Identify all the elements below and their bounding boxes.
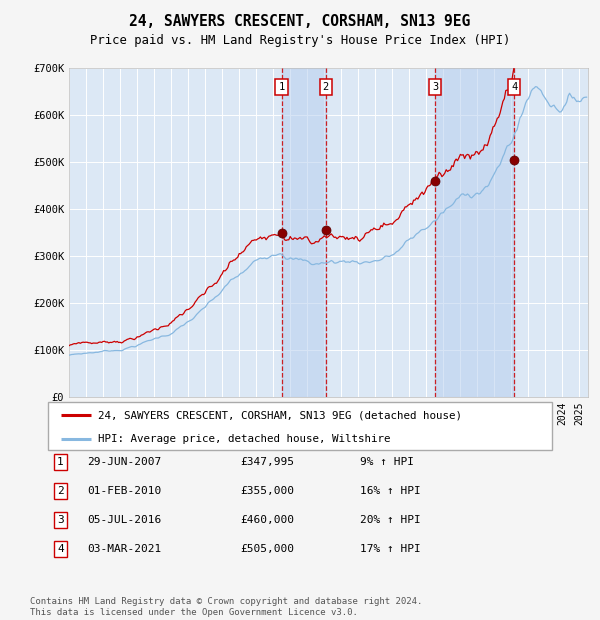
Text: £355,000: £355,000	[240, 486, 294, 496]
Text: 16% ↑ HPI: 16% ↑ HPI	[360, 486, 421, 496]
Text: 4: 4	[511, 82, 517, 92]
Text: 24, SAWYERS CRESCENT, CORSHAM, SN13 9EG (detached house): 24, SAWYERS CRESCENT, CORSHAM, SN13 9EG …	[98, 410, 463, 420]
Text: 03-MAR-2021: 03-MAR-2021	[87, 544, 161, 554]
Text: Price paid vs. HM Land Registry's House Price Index (HPI): Price paid vs. HM Land Registry's House …	[90, 34, 510, 46]
Text: £505,000: £505,000	[240, 544, 294, 554]
Text: £460,000: £460,000	[240, 515, 294, 525]
Text: 1: 1	[57, 457, 64, 467]
Text: 9% ↑ HPI: 9% ↑ HPI	[360, 457, 414, 467]
Text: 24, SAWYERS CRESCENT, CORSHAM, SN13 9EG: 24, SAWYERS CRESCENT, CORSHAM, SN13 9EG	[130, 14, 470, 29]
Text: 1: 1	[278, 82, 284, 92]
Text: 29-JUN-2007: 29-JUN-2007	[87, 457, 161, 467]
Text: 4: 4	[57, 544, 64, 554]
Text: 2: 2	[322, 82, 329, 92]
Text: 3: 3	[57, 515, 64, 525]
Text: 2: 2	[57, 486, 64, 496]
Text: Contains HM Land Registry data © Crown copyright and database right 2024.
This d: Contains HM Land Registry data © Crown c…	[30, 598, 422, 617]
Text: 01-FEB-2010: 01-FEB-2010	[87, 486, 161, 496]
Text: 05-JUL-2016: 05-JUL-2016	[87, 515, 161, 525]
Text: 17% ↑ HPI: 17% ↑ HPI	[360, 544, 421, 554]
Bar	[281, 68, 326, 397]
Bar	[435, 68, 514, 397]
Text: HPI: Average price, detached house, Wiltshire: HPI: Average price, detached house, Wilt…	[98, 434, 391, 444]
Text: £347,995: £347,995	[240, 457, 294, 467]
Text: 20% ↑ HPI: 20% ↑ HPI	[360, 515, 421, 525]
Text: 3: 3	[432, 82, 438, 92]
FancyBboxPatch shape	[48, 402, 552, 449]
